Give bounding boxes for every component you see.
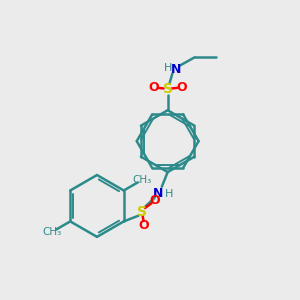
Text: CH₃: CH₃ (132, 175, 151, 185)
Text: O: O (176, 81, 187, 94)
Text: H: H (164, 63, 172, 74)
Text: O: O (138, 219, 148, 232)
Text: O: O (149, 194, 160, 207)
Text: O: O (149, 81, 159, 94)
Text: N: N (153, 187, 164, 200)
Text: S: S (163, 82, 173, 96)
Text: S: S (137, 205, 147, 218)
Text: H: H (165, 190, 174, 200)
Text: N: N (171, 62, 182, 76)
Text: CH₃: CH₃ (43, 227, 62, 237)
